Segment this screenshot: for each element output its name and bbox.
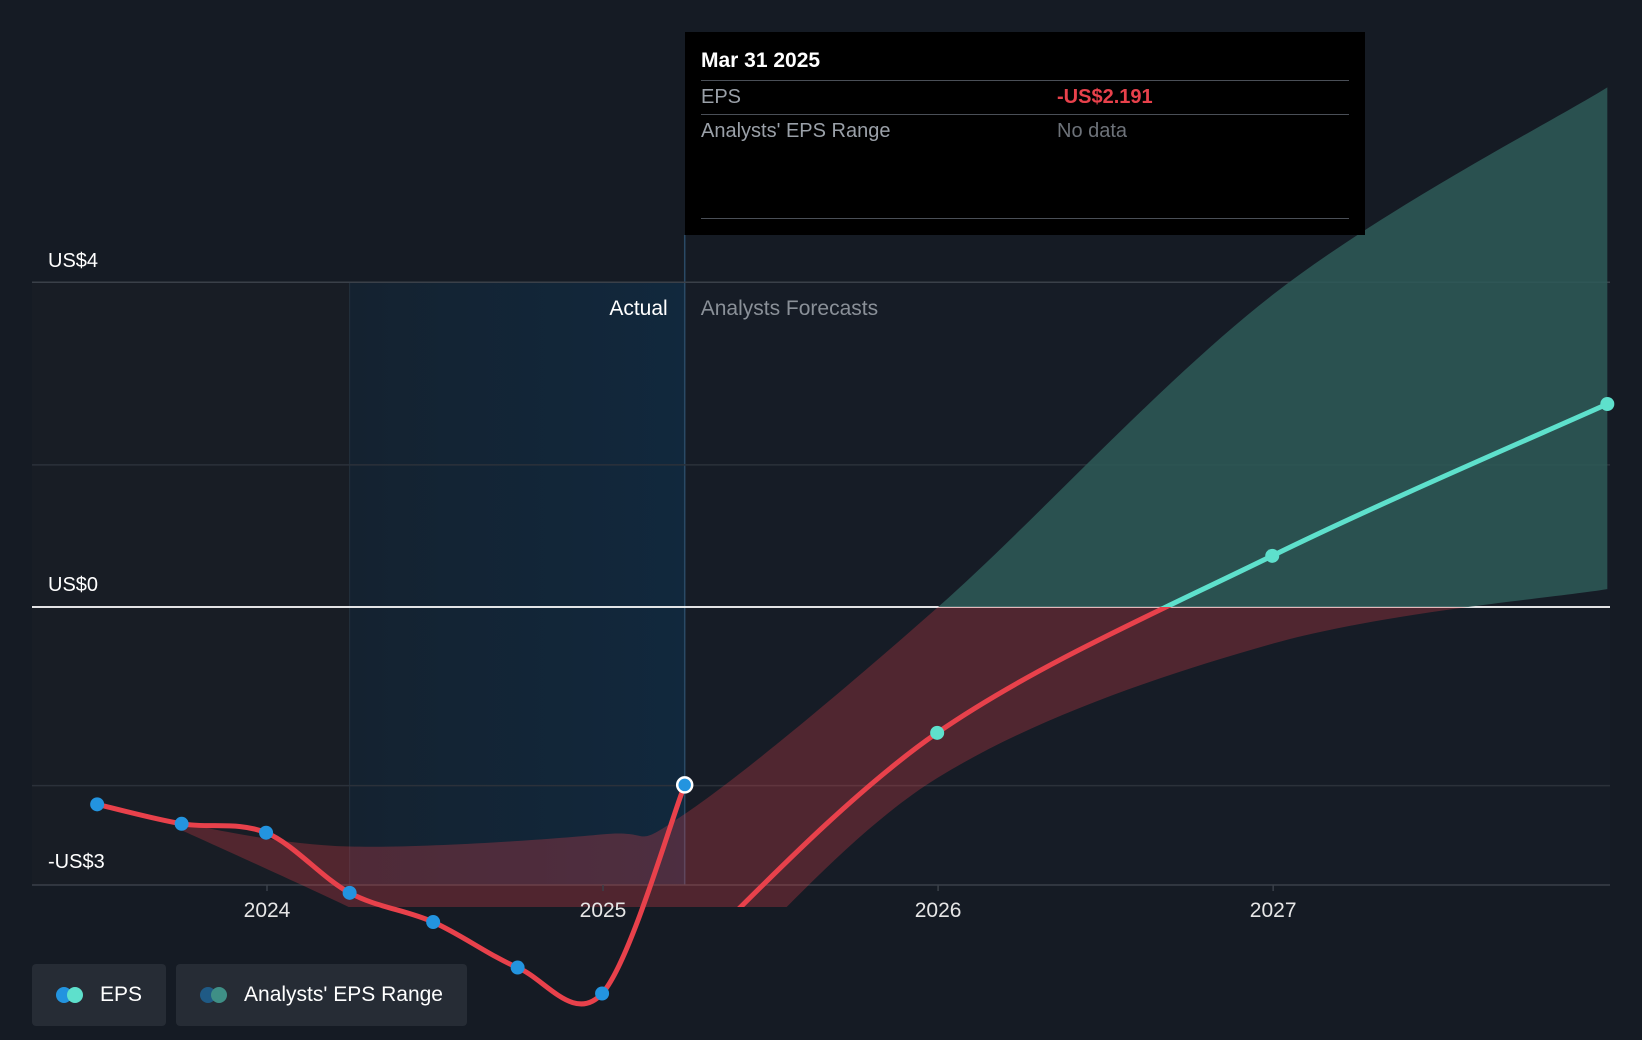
- eps-forecast-point: [1600, 397, 1615, 411]
- legend-range-label: Analysts' EPS Range: [244, 983, 443, 1006]
- actual-region-label: Actual: [609, 297, 667, 320]
- legend-eps-label: EPS: [100, 983, 143, 1006]
- x-tick-label: 2025: [580, 899, 627, 922]
- y-axis-label: US$0: [48, 574, 98, 596]
- tooltip-divider: [701, 218, 1349, 219]
- eps-point: [174, 816, 189, 831]
- tooltip-row-eps: EPS -US$2.191: [701, 80, 1349, 114]
- legend-range-swatch: [200, 987, 230, 1003]
- eps-point: [426, 915, 441, 930]
- eps-point: [675, 776, 694, 794]
- tooltip-eps-label: EPS: [701, 86, 742, 108]
- x-tick-label: 2024: [244, 899, 291, 922]
- y-axis-label: -US$3: [48, 851, 105, 873]
- eps-point: [595, 986, 610, 1001]
- tooltip: Mar 31 2025 EPS -US$2.191 Analysts' EPS …: [685, 32, 1365, 235]
- legend: EPS Analysts' EPS Range: [32, 964, 467, 1026]
- legend-eps-swatch: [56, 987, 86, 1003]
- eps-point: [510, 960, 525, 975]
- eps-forecast-line-negative: [737, 607, 1172, 907]
- tooltip-range-label: Analysts' EPS Range: [701, 120, 891, 142]
- eps-forecast-point: [930, 725, 945, 740]
- past-background: [32, 282, 350, 885]
- forecast-region-label: Analysts Forecasts: [701, 297, 878, 320]
- eps-forecast-line-positive: [1160, 401, 1609, 607]
- x-tick-label: 2027: [1250, 899, 1297, 922]
- eps-point: [259, 825, 274, 840]
- y-axis-label: US$4: [48, 250, 98, 272]
- actual-region-band: [349, 282, 685, 885]
- tooltip-eps-value: -US$2.191: [1057, 86, 1153, 108]
- eps-actual-line: [94, 782, 688, 1007]
- x-tick-label: 2026: [915, 899, 962, 922]
- legend-item-eps[interactable]: EPS: [32, 964, 167, 1026]
- eps-point: [342, 885, 357, 900]
- legend-item-range[interactable]: Analysts' EPS Range: [176, 964, 467, 1026]
- tooltip-range-value: No data: [1057, 120, 1128, 142]
- analyst-range-negative-area: [181, 607, 1469, 907]
- tooltip-date: Mar 31 2025: [701, 49, 821, 72]
- eps-point: [90, 797, 105, 812]
- tooltip-row-range: Analysts' EPS Range No data: [701, 114, 1349, 148]
- eps-forecast-point: [1265, 548, 1280, 563]
